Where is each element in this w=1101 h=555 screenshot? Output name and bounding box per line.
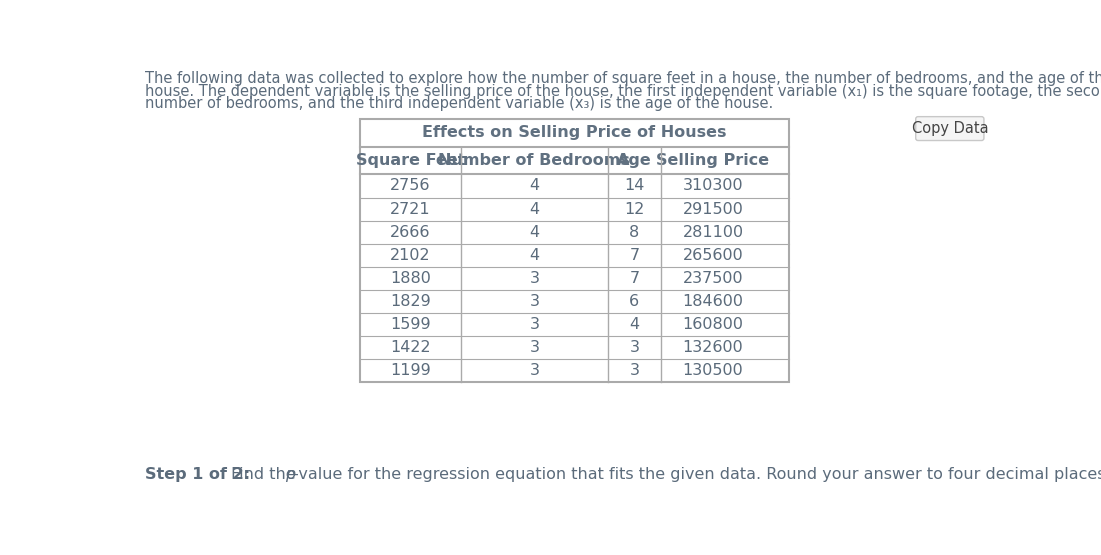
Text: 4: 4 (530, 225, 539, 240)
Text: Selling Price: Selling Price (656, 153, 770, 168)
Text: 237500: 237500 (683, 271, 743, 286)
Text: 4: 4 (530, 248, 539, 263)
Text: Age: Age (617, 153, 652, 168)
Text: 4: 4 (630, 317, 640, 332)
Text: 132600: 132600 (683, 340, 743, 355)
Text: Square Feet: Square Feet (356, 153, 466, 168)
Text: 2666: 2666 (390, 225, 430, 240)
Text: 1880: 1880 (390, 271, 430, 286)
Text: 1422: 1422 (390, 340, 430, 355)
Text: Number of Bedrooms: Number of Bedrooms (438, 153, 631, 168)
Text: number of bedrooms, and the third independent variable (x₃) is the age of the ho: number of bedrooms, and the third indepe… (145, 96, 774, 111)
FancyBboxPatch shape (916, 117, 984, 140)
Text: 6: 6 (630, 294, 640, 309)
Text: 3: 3 (530, 364, 539, 379)
Text: 3: 3 (530, 317, 539, 332)
Text: Effects on Selling Price of Houses: Effects on Selling Price of Houses (422, 125, 727, 140)
Text: 265600: 265600 (683, 248, 743, 263)
Text: 2721: 2721 (390, 201, 430, 216)
Text: 4: 4 (530, 179, 539, 194)
Text: 130500: 130500 (683, 364, 743, 379)
Text: 7: 7 (630, 248, 640, 263)
Text: 281100: 281100 (683, 225, 743, 240)
Text: p: p (285, 467, 295, 482)
Text: Step 1 of 2:: Step 1 of 2: (145, 467, 257, 482)
Text: 184600: 184600 (683, 294, 743, 309)
Text: 3: 3 (630, 364, 640, 379)
Text: Find the: Find the (231, 467, 301, 482)
Bar (360, 119, 788, 382)
Text: 14: 14 (624, 179, 644, 194)
Text: 8: 8 (630, 225, 640, 240)
Text: 7: 7 (630, 271, 640, 286)
Text: 1599: 1599 (390, 317, 430, 332)
Text: 12: 12 (624, 201, 644, 216)
Text: 1829: 1829 (390, 294, 430, 309)
Text: 310300: 310300 (683, 179, 743, 194)
Text: 3: 3 (530, 340, 539, 355)
Text: 2102: 2102 (390, 248, 430, 263)
Text: 3: 3 (630, 340, 640, 355)
Text: The following data was collected to explore how the number of square feet in a h: The following data was collected to expl… (145, 71, 1101, 86)
Text: 291500: 291500 (683, 201, 743, 216)
Text: 4: 4 (530, 201, 539, 216)
Text: -value for the regression equation that fits the given data. Round your answer t: -value for the regression equation that … (293, 467, 1101, 482)
Text: 1199: 1199 (390, 364, 430, 379)
Text: 2756: 2756 (390, 179, 430, 194)
Text: 3: 3 (530, 294, 539, 309)
Text: 160800: 160800 (683, 317, 743, 332)
Text: 3: 3 (530, 271, 539, 286)
Text: Copy Data: Copy Data (912, 121, 988, 136)
Text: house. The dependent variable is the selling price of the house, the first indep: house. The dependent variable is the sel… (145, 84, 1101, 99)
